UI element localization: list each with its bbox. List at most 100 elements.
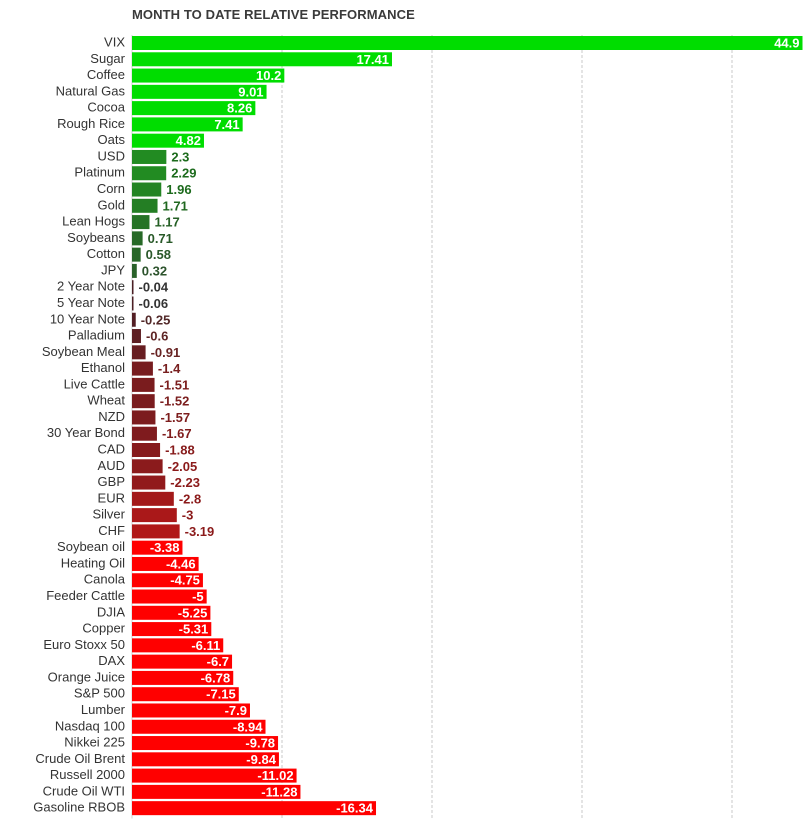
category-label: Nasdaq 100 <box>55 718 125 733</box>
category-label: DJIA <box>97 604 126 619</box>
bar <box>132 443 161 457</box>
value-label: 2.29 <box>171 166 196 181</box>
bar <box>132 215 150 230</box>
value-label: -7.9 <box>225 703 247 718</box>
bar <box>132 638 224 653</box>
category-label: 2 Year Note <box>57 279 125 294</box>
category-label: Copper <box>82 621 125 636</box>
value-label: -4.46 <box>166 556 196 571</box>
category-label: Palladium <box>68 328 125 343</box>
bar <box>132 36 803 50</box>
category-label: Gasoline RBOB <box>33 800 125 815</box>
bar <box>132 149 167 164</box>
bar <box>132 524 180 539</box>
bar <box>132 589 207 604</box>
value-label: 9.01 <box>238 84 263 99</box>
category-label: Platinum <box>74 165 125 180</box>
value-label: -8.94 <box>233 719 263 734</box>
category-label: CHF <box>98 523 125 538</box>
value-label: -0.6 <box>146 329 168 344</box>
bar <box>132 117 243 132</box>
bar <box>132 719 266 734</box>
bar <box>132 345 146 360</box>
category-label: Orange Juice <box>48 669 125 684</box>
bar <box>132 329 141 344</box>
bar <box>132 736 279 751</box>
category-label: Soybean oil <box>57 539 125 554</box>
bar <box>132 670 234 685</box>
bar <box>132 784 301 799</box>
bar <box>132 101 256 116</box>
category-label: Cocoa <box>87 100 125 115</box>
category-label: Oats <box>98 132 126 147</box>
category-label: Natural Gas <box>56 83 126 98</box>
bar <box>132 556 199 571</box>
bar <box>132 182 162 197</box>
value-label: 1.71 <box>163 198 188 213</box>
value-label: -9.84 <box>246 752 276 767</box>
bar <box>132 52 392 67</box>
category-label: Soybeans <box>67 230 125 245</box>
category-label: Crude Oil Brent <box>35 751 125 766</box>
value-label: -5.25 <box>178 605 208 620</box>
bar <box>132 84 267 99</box>
bar <box>132 768 297 783</box>
value-label: -9.78 <box>245 736 275 751</box>
bar <box>132 654 233 669</box>
category-label: Soybean Meal <box>42 344 125 359</box>
bar <box>132 622 212 637</box>
value-label: -2.23 <box>170 475 200 490</box>
category-label: Lumber <box>81 702 126 717</box>
bar <box>132 280 134 295</box>
category-label: S&P 500 <box>74 686 125 701</box>
value-label: 17.41 <box>356 52 389 67</box>
value-label: -1.88 <box>165 443 195 458</box>
category-label: Coffee <box>87 67 125 82</box>
category-label: Nikkei 225 <box>64 735 125 750</box>
value-label: -1.57 <box>160 410 190 425</box>
value-label: 0.32 <box>142 263 167 278</box>
value-label: -2.05 <box>168 459 198 474</box>
value-label: 7.41 <box>214 117 239 132</box>
value-label: -6.78 <box>201 670 231 685</box>
value-label: -5.31 <box>179 622 209 637</box>
bar <box>132 703 250 718</box>
value-label: -16.34 <box>336 801 374 816</box>
bar <box>132 540 183 555</box>
bar <box>132 263 137 278</box>
category-label: 10 Year Note <box>50 311 125 326</box>
category-label: AUD <box>98 458 125 473</box>
bar <box>132 377 155 392</box>
bar <box>132 394 155 409</box>
category-label: DAX <box>98 653 125 668</box>
bar <box>132 752 279 767</box>
bar <box>132 410 156 425</box>
bar <box>132 296 134 311</box>
category-label: GBP <box>98 474 125 489</box>
bar <box>132 198 158 213</box>
value-label: -11.28 <box>261 784 297 799</box>
bar <box>132 312 136 327</box>
category-label: Euro Stoxx 50 <box>43 637 125 652</box>
bar <box>132 133 204 148</box>
value-label: -0.91 <box>151 345 181 360</box>
category-label: Sugar <box>90 51 125 66</box>
bar <box>132 426 157 441</box>
value-label: -1.51 <box>160 377 190 392</box>
category-label: Gold <box>98 197 125 212</box>
value-label: 1.96 <box>166 182 191 197</box>
category-label: 5 Year Note <box>57 295 125 310</box>
bar <box>132 247 141 262</box>
value-label: -7.15 <box>206 687 236 702</box>
value-label: -0.25 <box>141 312 171 327</box>
category-label: Heating Oil <box>61 555 125 570</box>
value-label: -0.04 <box>139 280 169 295</box>
category-label: USD <box>98 148 125 163</box>
category-label: VIX <box>104 35 125 50</box>
category-label: Feeder Cattle <box>46 588 125 603</box>
bar <box>132 687 239 702</box>
value-label: 4.82 <box>176 133 201 148</box>
category-label: EUR <box>98 490 125 505</box>
category-label: Cotton <box>87 246 125 261</box>
bar <box>132 231 143 246</box>
